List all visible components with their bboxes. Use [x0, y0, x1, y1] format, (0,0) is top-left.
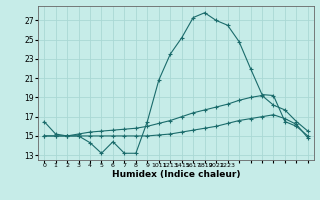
- X-axis label: Humidex (Indice chaleur): Humidex (Indice chaleur): [112, 170, 240, 179]
